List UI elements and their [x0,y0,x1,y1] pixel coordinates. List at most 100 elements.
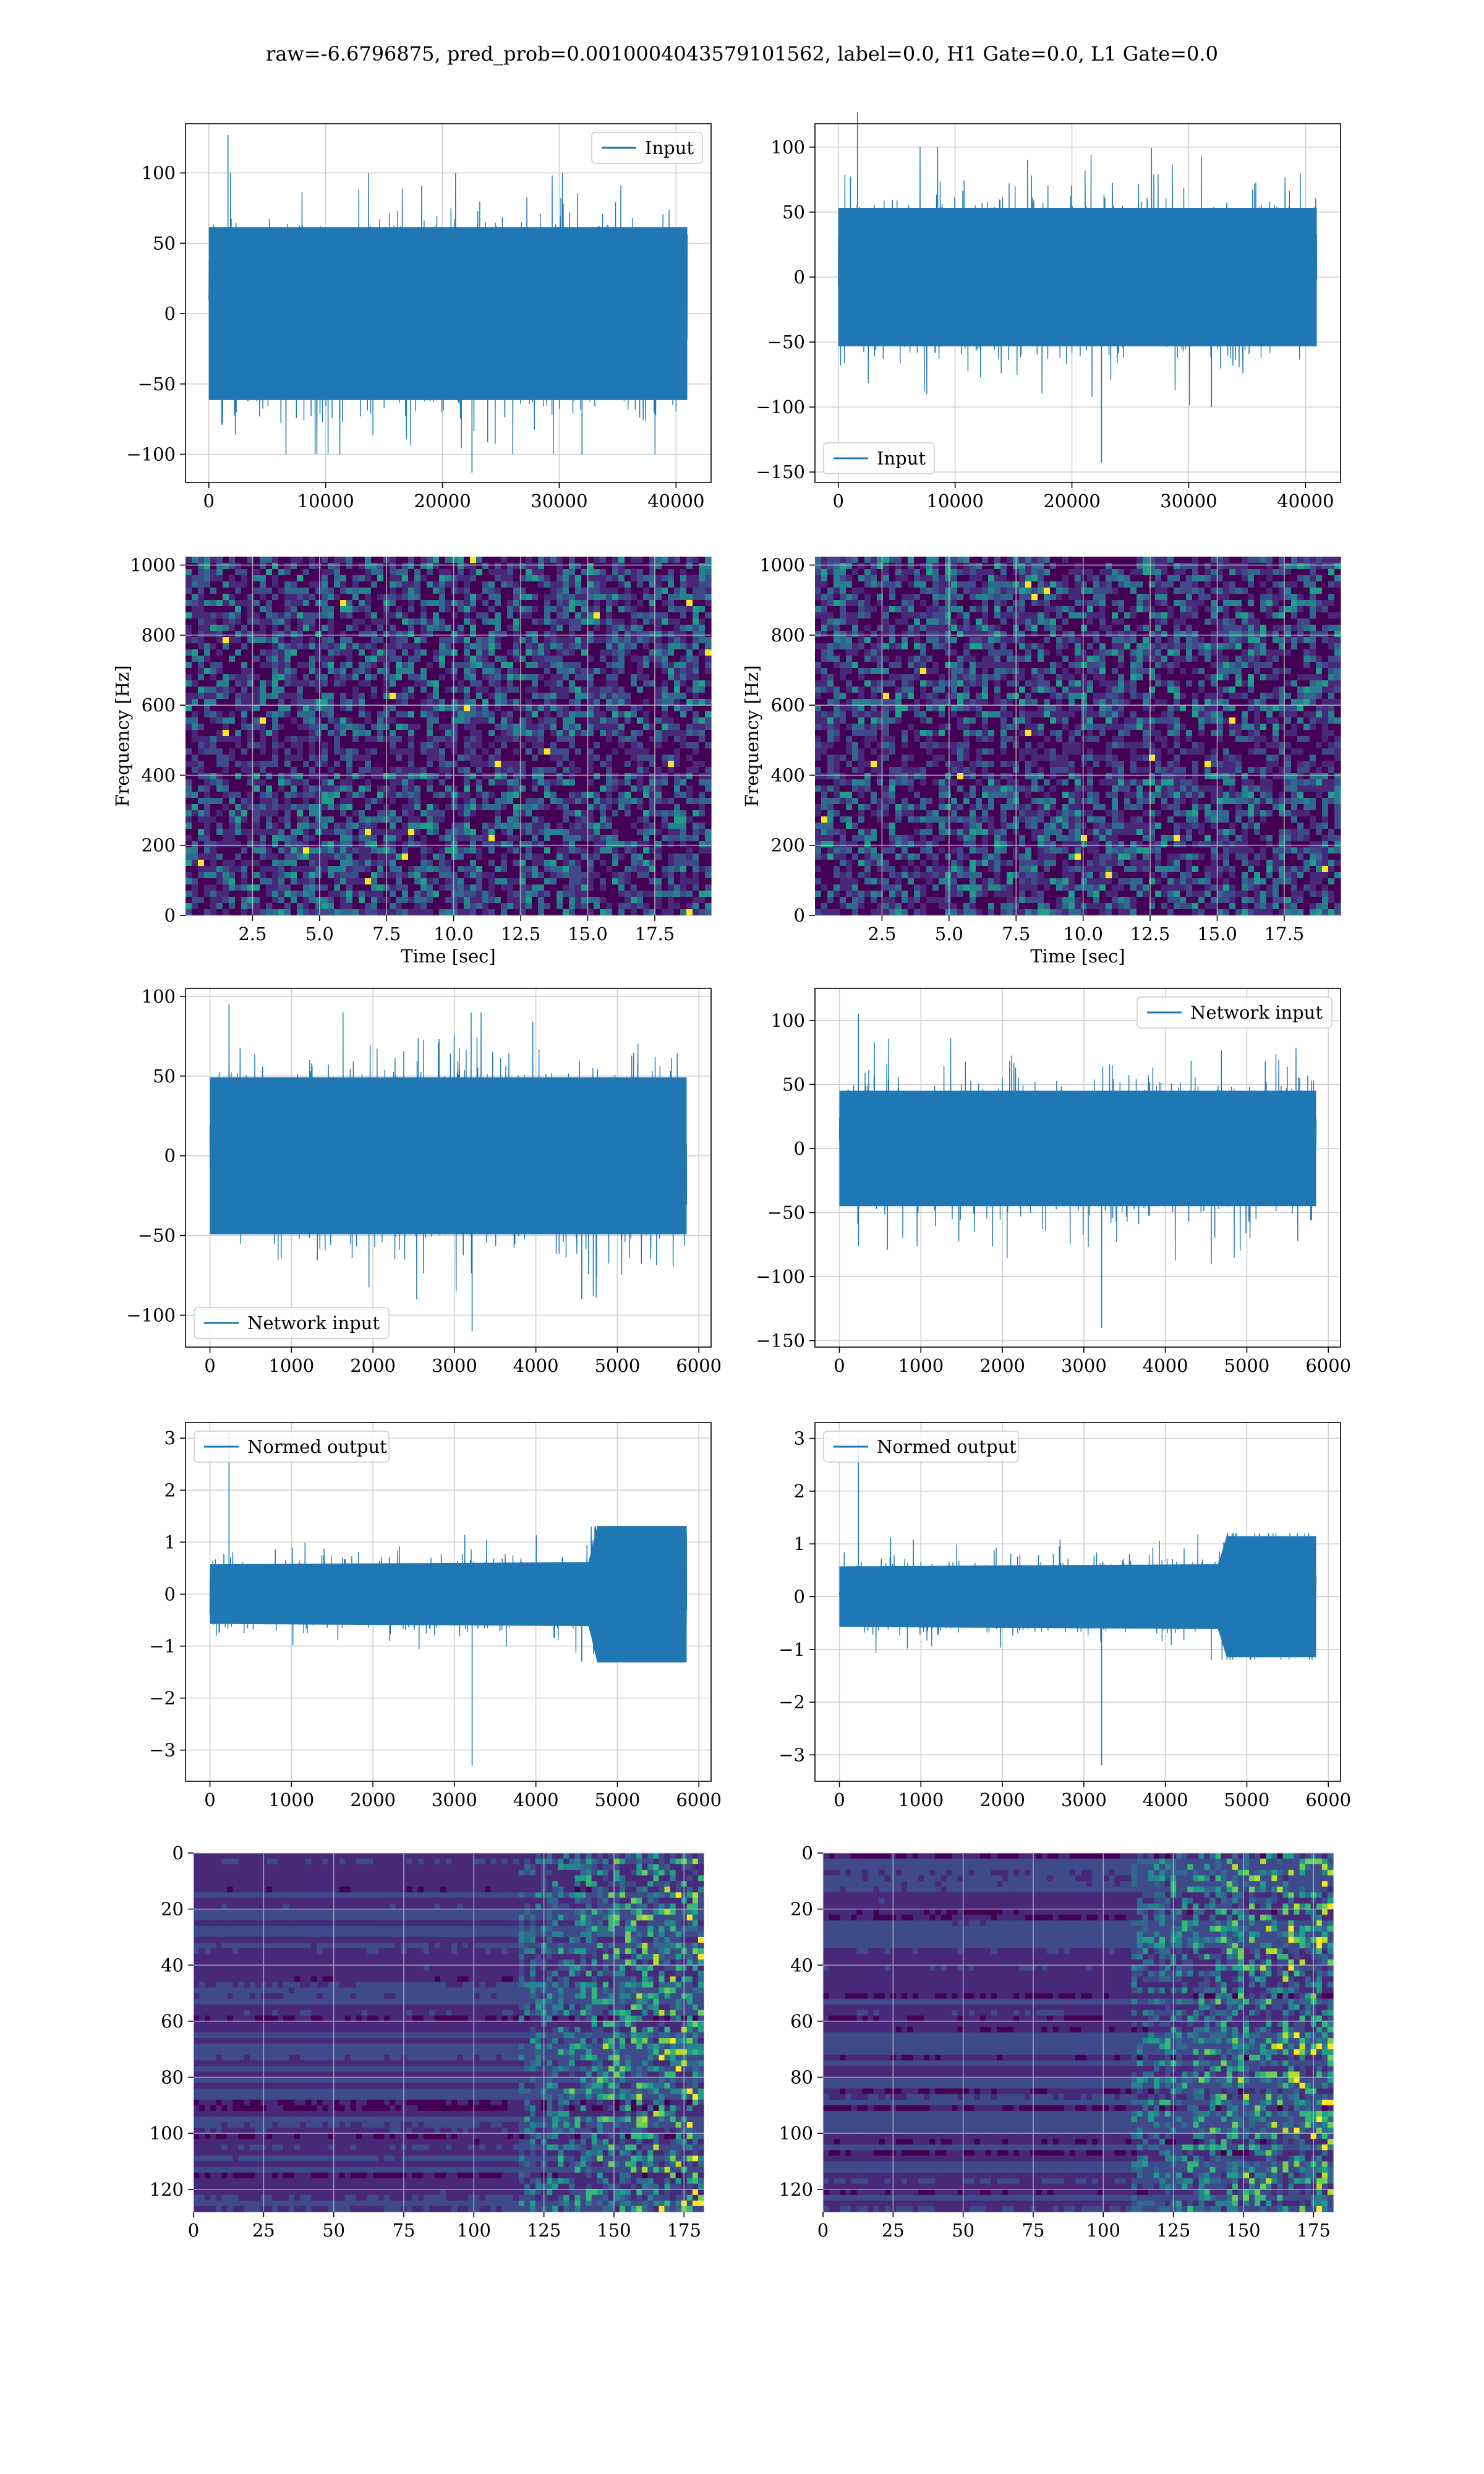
spec_h1-cell [198,773,205,780]
spec_h1-cell [210,680,217,687]
spec_h1-cell [223,711,229,718]
spec_h1-cell [377,711,384,718]
spec_h1-cell [352,841,359,848]
spec_h1-cell [420,829,427,836]
spec_h1-cell [365,618,372,625]
spec_h1-cell [476,600,483,607]
spec_h1-cell [488,674,495,681]
spec_h1-cell [451,643,458,650]
spec_h1-cell [223,643,229,650]
spec_h1-cell [649,575,656,582]
spec_h1-cell [390,854,396,860]
spec_h1-cell [241,594,248,601]
spec_h1-cell [365,891,372,897]
spec_h1-cell [451,588,458,594]
spec_h1-cell [612,618,619,625]
spec_h1-cell [643,773,650,780]
spec_h1-cell [501,841,508,848]
spec_h1-cell [396,872,403,879]
spec_h1-cell [482,656,489,662]
spec_h1-cell [526,773,532,780]
spec_h1-cell [303,804,310,811]
spec_h1-cell [649,903,656,910]
spec_h1-cell [526,891,532,897]
spec_h1-cell [458,724,464,730]
spec_h1-cell [229,903,236,910]
spec_h1-cell [495,699,501,706]
spec_h1-cell [420,705,427,712]
spec_h1-cell [526,866,532,873]
spec_h1-cell [581,779,588,786]
spec_h1-cell [476,785,483,792]
spec_h1-cell [655,742,662,749]
spec_h1-cell [649,705,656,712]
spec_h1-cell [458,643,464,650]
spec_h1-cell [674,618,681,625]
spec_h1-cell [631,699,638,706]
spec_h1-cell [451,829,458,836]
spec_h1-cell [495,625,501,631]
spec_h1-cell [655,748,662,755]
spec_h1-cell [649,897,656,904]
spec_h1-cell [482,668,489,675]
spec_h1-cell [544,717,551,724]
spec_h1-cell [223,705,229,712]
spec_h1-cell [649,643,656,650]
spec_h1-cell [291,563,297,570]
spec_h1-cell [482,600,489,607]
spec_h1-cell [501,625,508,631]
spec_h1-cell [668,662,675,669]
spec_h1-cell [594,699,600,706]
spec_h1-cell [402,575,409,582]
spec_h1-cell [402,588,409,594]
spec_h1-cell [544,736,551,743]
spec_h1-cell [241,810,248,817]
spec_h1-cell [408,687,415,693]
spec_h1-cell [254,631,260,638]
spec_h1-cell [365,835,372,842]
spec_h1-cell [581,618,588,625]
spec_h1-cell [668,588,675,594]
spec_h1-cell [569,742,576,749]
spec_h1-cell [297,909,304,916]
spec_h1-cell [408,773,415,780]
spec_h1-cell [513,730,520,737]
spec_h1-cell [662,884,668,891]
spec_h1-cell [569,705,576,712]
spec_h1-cell [705,563,712,570]
spec_h1-cell [495,779,501,786]
spec_h1-cell [655,557,662,563]
spec_h1-cell [365,798,372,805]
spec_h1-cell [284,816,291,823]
spec_h1-cell [371,730,378,737]
spec_h1-cell [371,761,378,768]
spec_h1-cell [204,637,211,644]
spec_h1-cell [439,649,446,656]
spec_h1-cell [705,668,712,675]
spec_h1-cell [192,594,198,601]
spec_h1-cell [637,823,644,829]
spec_h1-cell [569,668,576,675]
spec_h1-cell [581,897,588,904]
spec_h1-cell [433,903,440,910]
spec_h1-cell [414,755,421,761]
spec_h1-cell [544,600,551,607]
spec_h1-cell [674,736,681,743]
spec_h1-cell [223,835,229,842]
spec_h1-cell [414,711,421,718]
spec_h1-cell [408,835,415,842]
spec_h1-cell [439,810,446,817]
spec_h1-cell [674,730,681,737]
spec_h1-cell [216,563,223,570]
spec_h1-cell [594,847,600,854]
spec_h1-cell [538,785,545,792]
spec_h1-cell [241,816,248,823]
spec_h1-cell [291,909,297,916]
spec_h1-cell [550,730,557,737]
spec_h1-cell [476,693,483,700]
spec_h1-cell [210,841,217,848]
spec_h1-cell [445,866,452,873]
spec_h1-cell [303,575,310,582]
spec_h1-cell [210,711,217,718]
spec_h1-cell [186,804,192,811]
